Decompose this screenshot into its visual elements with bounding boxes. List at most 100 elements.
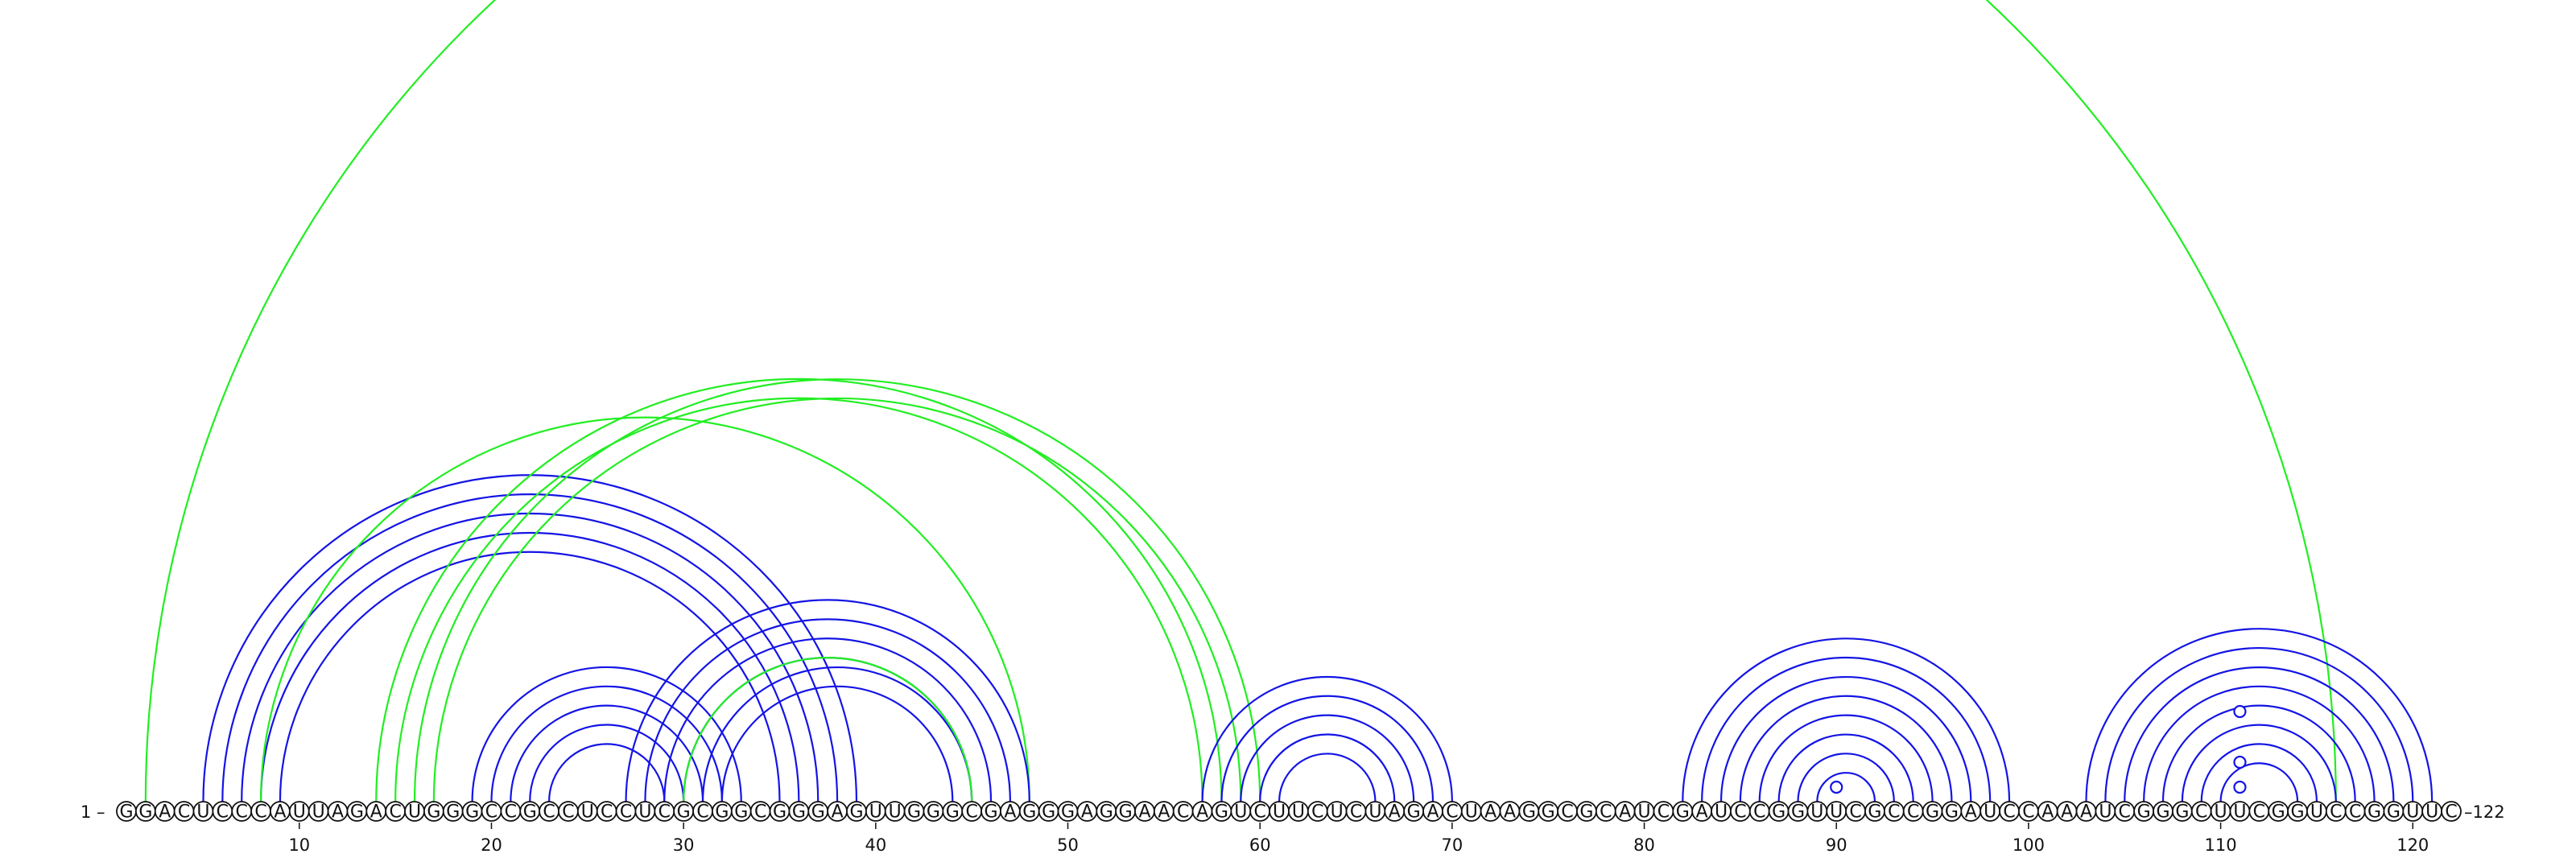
sequence-start-label: 1 – [80, 802, 105, 822]
base-pair-arc-32-44 [720, 686, 954, 802]
nucleotide-15: C [385, 801, 407, 823]
nucleotide-32: G [712, 801, 733, 823]
nucleotide-letter: G [350, 802, 364, 823]
base-pair-arc-87-94 [1777, 734, 1914, 802]
nucleotide-122: C [2441, 801, 2462, 823]
nucleotide-letter: G [1772, 802, 1785, 823]
nucleotide-letter: U [1810, 802, 1823, 823]
nucleotide-letter: A [2061, 802, 2073, 823]
nucleotide-16: U [404, 801, 425, 823]
nucleotide-67: A [1384, 801, 1406, 823]
nucleotide-70: C [1441, 801, 1463, 823]
nucleotide-30: G [673, 801, 695, 823]
nucleotide-39: G [846, 801, 867, 823]
nucleotide-letter: C [254, 802, 266, 823]
nucleotide-2: G [134, 801, 156, 823]
nucleotide-letter: G [523, 802, 537, 823]
nucleotide-letter: U [2425, 802, 2438, 823]
nucleotide-23: C [539, 801, 559, 823]
nucleotide-50: G [1057, 801, 1079, 823]
nucleotide-5: U [192, 801, 214, 823]
base-pair-arc-82-99 [1682, 637, 2011, 802]
nucleotide-107: G [2153, 801, 2174, 823]
nucleotide-89: U [1806, 801, 1828, 823]
nucleotide-letter: G [734, 802, 748, 823]
nucleotide-91: C [1845, 801, 1866, 823]
base-pair-arc-14-58 [376, 379, 1221, 802]
nucleotide-letter: C [601, 802, 613, 823]
base-pair-arc-105-119 [2124, 666, 2395, 802]
nucleotide-4: C [173, 801, 195, 823]
nucleotide-letter: C [965, 802, 977, 823]
nucleotide-37: G [807, 801, 829, 823]
tick-label-10: 10 [288, 835, 310, 855]
nucleotide-letter: C [2022, 802, 2034, 823]
nucleotide-84: U [1711, 801, 1732, 823]
base-pair-arc-110-114 [2219, 762, 2299, 802]
nucleotide-105: C [2114, 801, 2136, 823]
tick-label-110: 110 [2205, 835, 2237, 855]
base-pair-arc-30-45 [683, 657, 973, 802]
nucleotide-78: C [1595, 801, 1616, 823]
nucleotide-letter: G [2137, 802, 2151, 823]
nucleotide-letter: C [1350, 802, 1362, 823]
nucleotide-letter: G [1868, 802, 1881, 823]
nucleotide-letter: A [1504, 802, 1516, 823]
nucleotide-90: U [1826, 801, 1847, 823]
base-pair-arc-30-45 [683, 657, 973, 802]
nucleotide-24: C [558, 801, 579, 823]
nucleotide-letter: U [1234, 802, 1247, 823]
nucleotide-letter: U [2406, 802, 2419, 823]
nucleotide-letter: U [1637, 802, 1650, 823]
nucleotide-41: U [884, 801, 906, 823]
loop-markers [1830, 704, 2247, 794]
nucleotide-letter: U [638, 802, 651, 823]
nucleotide-letter: U [1292, 802, 1305, 823]
nucleotide-57: A [1191, 801, 1213, 823]
nucleotide-104: U [2095, 801, 2116, 823]
nucleotide-87: G [1768, 801, 1790, 823]
nucleotide-17: G [423, 801, 444, 823]
nucleotide-9: A [270, 801, 291, 823]
nucleotide-42: G [903, 801, 925, 823]
nucleotide-106: G [2133, 801, 2155, 823]
nucleotide-82: G [1672, 801, 1694, 823]
nucleotide-101: A [2037, 801, 2058, 823]
nucleotide-3: A [154, 801, 175, 823]
nucleotide-letter: A [2041, 802, 2054, 823]
nucleotide-55: A [1153, 801, 1174, 823]
base-pair-arc-88-93 [1797, 753, 1895, 802]
nucleotide-letter: C [1446, 802, 1458, 823]
base-pair-arc-9-35 [279, 551, 781, 802]
nucleotide-48: G [1018, 801, 1040, 823]
nucleotide-letter: C [1734, 802, 1746, 823]
nucleotide-113: G [2268, 801, 2289, 823]
base-pair-arc-103-121 [2085, 628, 2434, 802]
nucleotide-12: A [327, 801, 349, 823]
nucleotide-letter: C [1753, 802, 1765, 823]
nucleotide-letter: G [1579, 802, 1593, 823]
nucleotide-61: U [1269, 801, 1290, 823]
nucleotide-letter: C [1600, 802, 1612, 823]
nucleotide-64: U [1326, 801, 1348, 823]
nucleotide-21: C [500, 801, 522, 823]
nucleotide-52: G [1096, 801, 1117, 823]
base-pair-arcs [144, 0, 2434, 802]
nucleotide-letter: G [927, 802, 940, 823]
nucleotide-44: G [942, 801, 964, 823]
nucleotide-letter: C [1177, 802, 1189, 823]
nucleotide-letter: C [2119, 802, 2131, 823]
nucleotide-letter: C [2445, 802, 2457, 823]
nucleotide-letter: C [1888, 802, 1900, 823]
nucleotide-63: C [1307, 801, 1328, 823]
base-pair-arc-85-96 [1739, 695, 1953, 802]
nucleotide-letter: U [312, 802, 325, 823]
loop-marker-icon [2233, 704, 2247, 719]
nucleotide-letter: G [446, 802, 460, 823]
nucleotide-81: C [1653, 801, 1674, 823]
nucleotide-54: A [1134, 801, 1155, 823]
nucleotide-letter: C [1561, 802, 1573, 823]
nucleotide-letter: G [811, 802, 825, 823]
nucleotide-letter: U [869, 802, 882, 823]
